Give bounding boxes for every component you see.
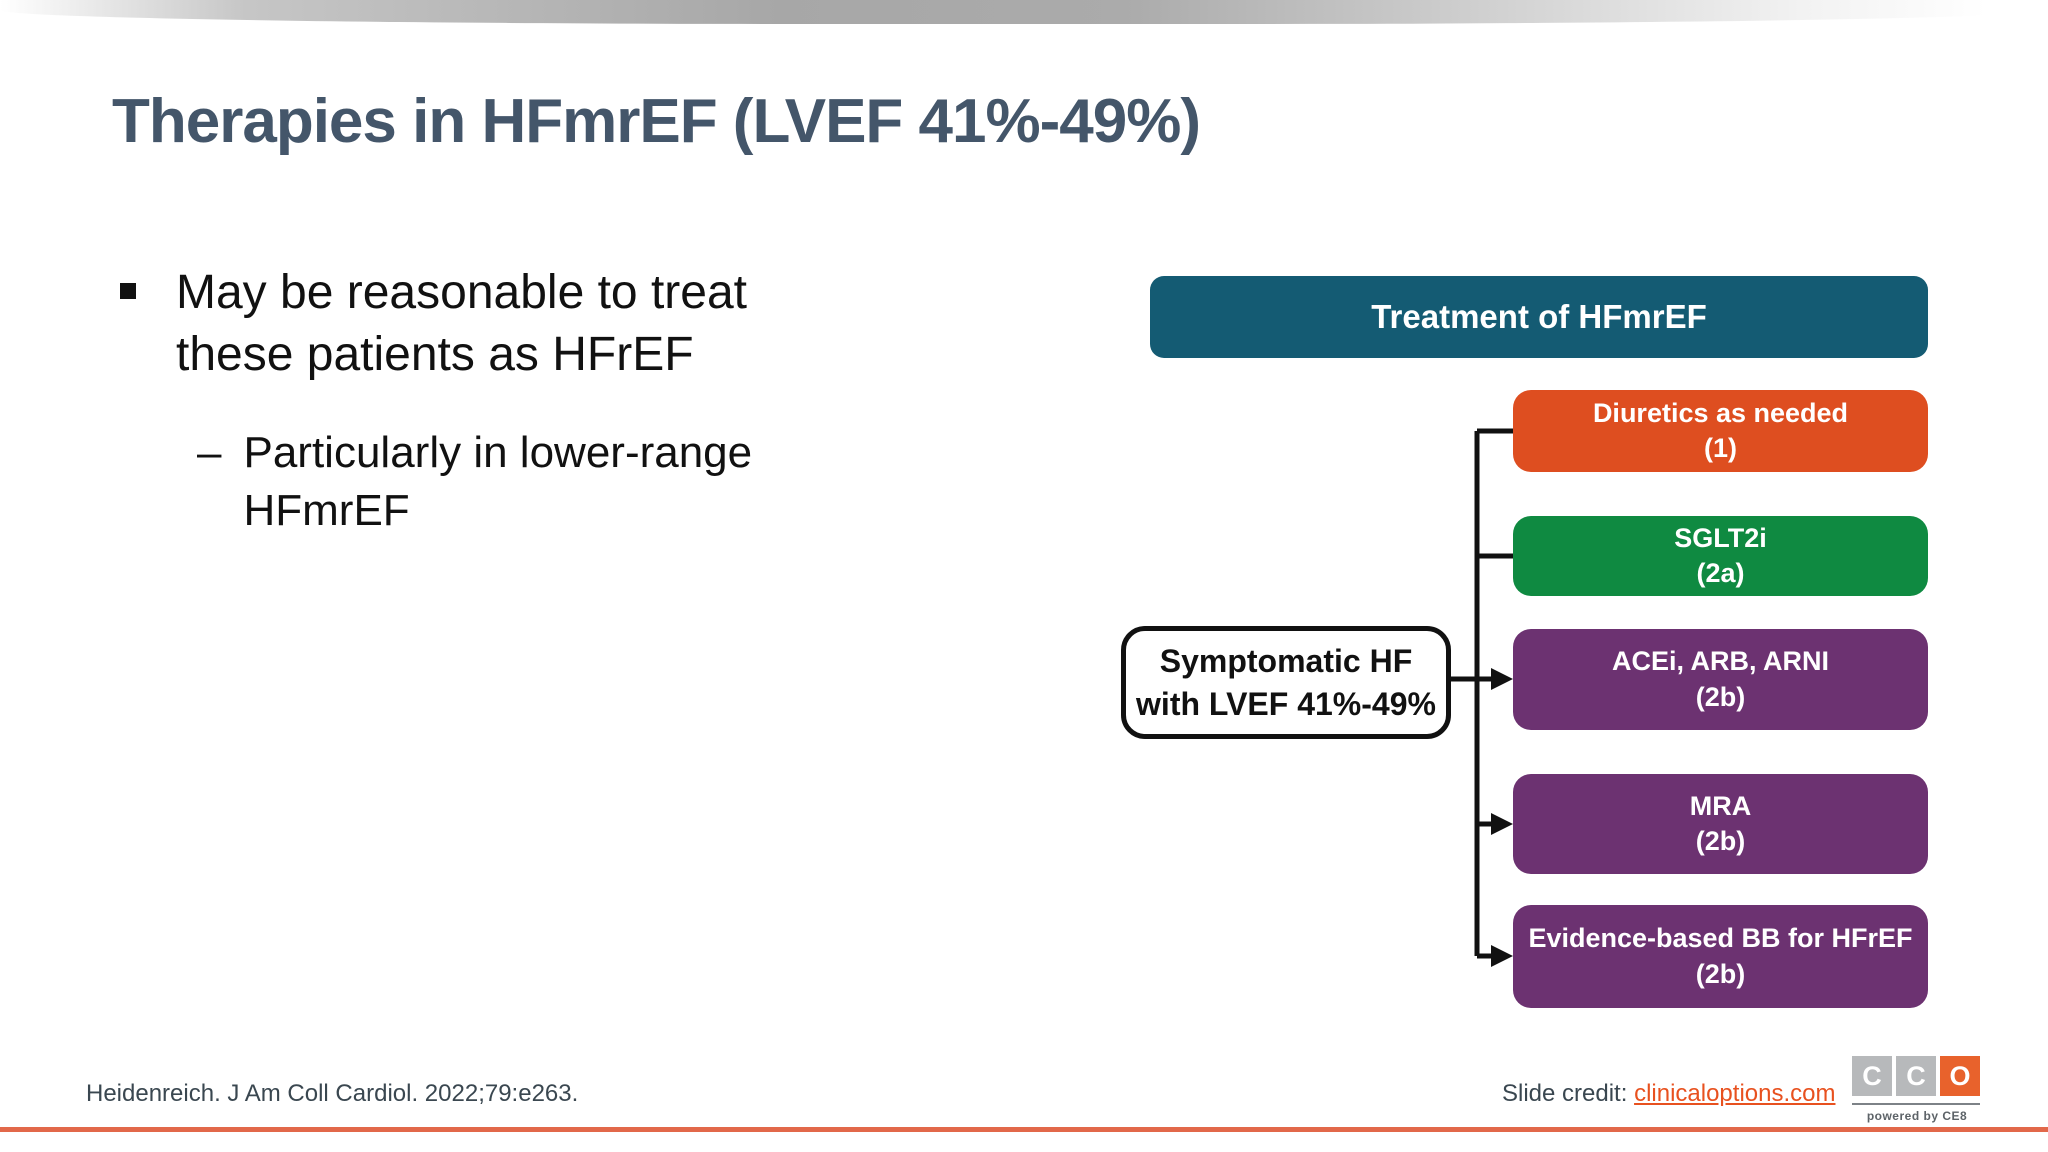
flowchart-node-bb: Evidence-based BB for HFrEF (2b) bbox=[1513, 905, 1928, 1008]
citation-text: Heidenreich. J Am Coll Cardiol. 2022;79:… bbox=[86, 1080, 579, 1107]
node-label: MRA bbox=[1689, 790, 1752, 821]
bottom-accent-line bbox=[0, 1127, 2048, 1132]
cco-logo: C C O powered by CE8 bbox=[1852, 1056, 1982, 1123]
flowchart-node-acei-arb-arni: ACEi, ARB, ARNI (2b) bbox=[1513, 629, 1928, 730]
logo-letter-c2: C bbox=[1896, 1056, 1936, 1096]
bullet-item-main: May be reasonable to treat these patient… bbox=[120, 262, 880, 387]
flowchart-header: Treatment of HFmrEF bbox=[1150, 276, 1928, 358]
top-gradient-bar bbox=[0, 0, 2048, 24]
node-label: Evidence-based BB for HFrEF bbox=[1528, 923, 1913, 954]
node-class-level: (1) bbox=[1704, 433, 1737, 463]
bullet-square-icon bbox=[120, 283, 136, 299]
slide-credit-link[interactable]: clinicaloptions.com bbox=[1634, 1080, 1836, 1107]
node-class-level: (2a) bbox=[1696, 558, 1745, 588]
source-box-line2: with LVEF 41%-49% bbox=[1136, 685, 1436, 722]
logo-letter-o: O bbox=[1940, 1056, 1980, 1096]
source-box: Symptomatic HF with LVEF 41%-49% bbox=[1121, 626, 1451, 739]
flowchart-node-mra: MRA (2b) bbox=[1513, 774, 1928, 874]
node-class-level: (2b) bbox=[1695, 826, 1746, 856]
flowchart-node-sglt2i: SGLT2i (2a) bbox=[1513, 516, 1928, 596]
sub-bullet-dash-icon: – bbox=[197, 428, 222, 477]
bullet-text: May be reasonable to treat these patient… bbox=[176, 266, 748, 382]
node-label: SGLT2i bbox=[1674, 522, 1767, 553]
bullet-item-sub: – Particularly in lower-range HFmrEF bbox=[197, 424, 843, 540]
node-class-level: (2b) bbox=[1695, 681, 1746, 712]
node-label: Diuretics as needed bbox=[1592, 397, 1849, 428]
logo-divider-line bbox=[1852, 1103, 1980, 1105]
sub-bullet-text: Particularly in lower-range HFmrEF bbox=[243, 428, 753, 536]
logo-tagline: powered by CE8 bbox=[1866, 1109, 1968, 1123]
node-label: ACEi, ARB, ARNI bbox=[1611, 646, 1829, 677]
logo-letter-c1: C bbox=[1852, 1056, 1892, 1096]
node-class-level: (2b) bbox=[1695, 958, 1746, 989]
cco-logo-squares: C C O bbox=[1852, 1056, 1982, 1096]
page-title: Therapies in HFmrEF (LVEF 41%-49%) bbox=[112, 87, 1201, 156]
flowchart-node-diuretics: Diuretics as needed (1) bbox=[1513, 390, 1928, 472]
source-box-line1: Symptomatic HF bbox=[1159, 643, 1413, 680]
slide-credit: Slide credit: clinicaloptions.com bbox=[1502, 1080, 1835, 1108]
slide-credit-label: Slide credit: bbox=[1502, 1080, 1635, 1107]
